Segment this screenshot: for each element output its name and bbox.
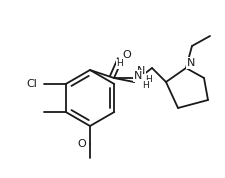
- Text: O: O: [77, 139, 86, 149]
- Text: H: H: [145, 75, 152, 85]
- Text: N: N: [186, 58, 194, 68]
- Text: H: H: [116, 59, 123, 69]
- Text: Cl: Cl: [26, 79, 37, 89]
- Text: H: H: [142, 80, 149, 90]
- Text: N: N: [136, 66, 144, 76]
- Text: O: O: [122, 50, 131, 60]
- Text: N: N: [133, 71, 142, 81]
